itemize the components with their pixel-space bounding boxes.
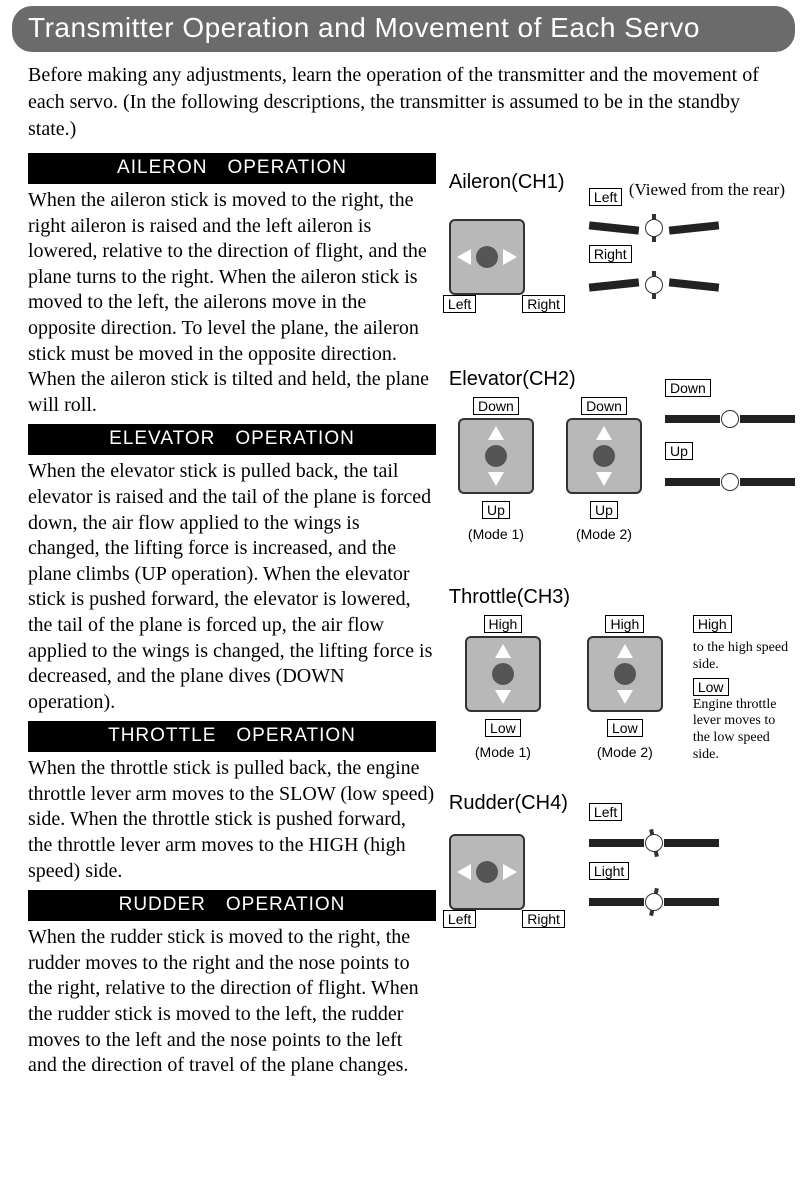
elevator-body: When the elevator stick is pulled back, …: [28, 459, 441, 715]
rudder-diagram: Rudder(CH4) Left Right Left: [449, 792, 795, 929]
throttle-high-label-2: High: [605, 615, 644, 633]
aileron-heading: AILERON OPERATION: [28, 153, 436, 184]
plane-rear-left-icon: [589, 206, 719, 250]
plane-top-left-icon: [589, 821, 719, 865]
plane-side-up-icon: [665, 460, 795, 504]
aileron-diagram: Aileron(CH1) (Viewed from the rear) Left…: [449, 171, 795, 312]
elevator-stick2-icon: [566, 418, 642, 494]
elevator-dia-title: Elevator(CH2): [449, 368, 576, 390]
elevator-mode2: (Mode 2): [557, 526, 651, 542]
elevator-up-label-2: Up: [590, 501, 618, 519]
page-title-bar: Transmitter Operation and Movement of Ea…: [12, 6, 795, 52]
aileron-stick-icon: [449, 219, 525, 295]
elevator-planes: Down Up: [665, 397, 795, 509]
aileron-plane-left-label: Left: [589, 188, 622, 206]
rudder-left-label: Left: [443, 910, 476, 928]
throttle-stick2: High Low (Mode 2): [571, 615, 679, 760]
plane-top-right-icon: [589, 880, 719, 924]
throttle-dia-title: Throttle(CH3): [449, 586, 570, 608]
aileron-planes: Left Right: [589, 206, 719, 312]
rudder-plane-light-label: Light: [589, 862, 629, 880]
rudder-heading: RUDDER OPERATION: [28, 890, 436, 921]
elevator-stick1: Down Up (Mode 1): [449, 397, 543, 542]
throttle-low-label-1: Low: [485, 719, 521, 737]
throttle-notes: High to the high speed side. Low Engine …: [693, 615, 795, 764]
right-column: Aileron(CH1) (Viewed from the rear) Left…: [441, 153, 795, 1085]
left-column: AILERON OPERATION When the aileron stick…: [28, 153, 441, 1085]
intro-text: Before making any adjustments, learn the…: [0, 52, 807, 153]
elevator-mode1: (Mode 1): [449, 526, 543, 542]
throttle-mode2: (Mode 2): [571, 744, 679, 760]
rudder-dia-title: Rudder(CH4): [449, 792, 568, 814]
throttle-stick1: High Low (Mode 1): [449, 615, 557, 760]
throttle-stick1-icon: [465, 636, 541, 712]
rudder-body: When the rudder stick is moved to the ri…: [28, 925, 441, 1079]
throttle-note-low-label: Low: [693, 678, 729, 696]
elevator-stick2: Down Up (Mode 2): [557, 397, 651, 542]
plane-side-down-icon: [665, 397, 795, 441]
throttle-note-high-label: High: [693, 615, 732, 633]
aileron-plane-right-label: Right: [589, 245, 632, 263]
throttle-stick2-icon: [587, 636, 663, 712]
page-title: Transmitter Operation and Movement of Ea…: [28, 12, 700, 43]
elevator-up-label-1: Up: [482, 501, 510, 519]
rudder-stick-icon: [449, 834, 525, 910]
elevator-plane-up-label: Up: [665, 442, 693, 460]
rudder-stick-group: Left Right: [449, 834, 525, 915]
elevator-down-label-2: Down: [581, 397, 627, 415]
rudder-right-label: Right: [522, 910, 565, 928]
throttle-heading: THROTTLE OPERATION: [28, 721, 436, 752]
aileron-right-label: Right: [522, 295, 565, 313]
aileron-dia-title: Aileron(CH1): [449, 171, 565, 194]
rudder-planes: Left Light: [589, 821, 719, 929]
aileron-viewed-rear: (Viewed from the rear): [629, 180, 785, 200]
throttle-low-label-2: Low: [607, 719, 643, 737]
throttle-note-low: Engine throttle lever moves to the low s…: [693, 697, 795, 764]
throttle-diagram: Throttle(CH3) High Low (Mode 1) High Low…: [449, 586, 795, 764]
aileron-stick-group: Left Right: [449, 219, 525, 300]
throttle-body: When the throttle stick is pulled back, …: [28, 756, 441, 884]
throttle-high-label-1: High: [484, 615, 523, 633]
throttle-note-high: to the high speed side.: [693, 640, 795, 674]
elevator-stick1-icon: [458, 418, 534, 494]
two-column-layout: AILERON OPERATION When the aileron stick…: [0, 153, 807, 1085]
aileron-body: When the aileron stick is moved to the r…: [28, 188, 441, 418]
throttle-mode1: (Mode 1): [449, 744, 557, 760]
rudder-plane-left-label: Left: [589, 803, 622, 821]
aileron-left-label: Left: [443, 295, 476, 313]
elevator-plane-down-label: Down: [665, 379, 711, 397]
plane-rear-right-icon: [589, 263, 719, 307]
elevator-down-label-1: Down: [473, 397, 519, 415]
elevator-heading: ELEVATOR OPERATION: [28, 424, 436, 455]
elevator-diagram: Elevator(CH2) Down Up (Mode 1) Down Up (…: [449, 368, 795, 542]
